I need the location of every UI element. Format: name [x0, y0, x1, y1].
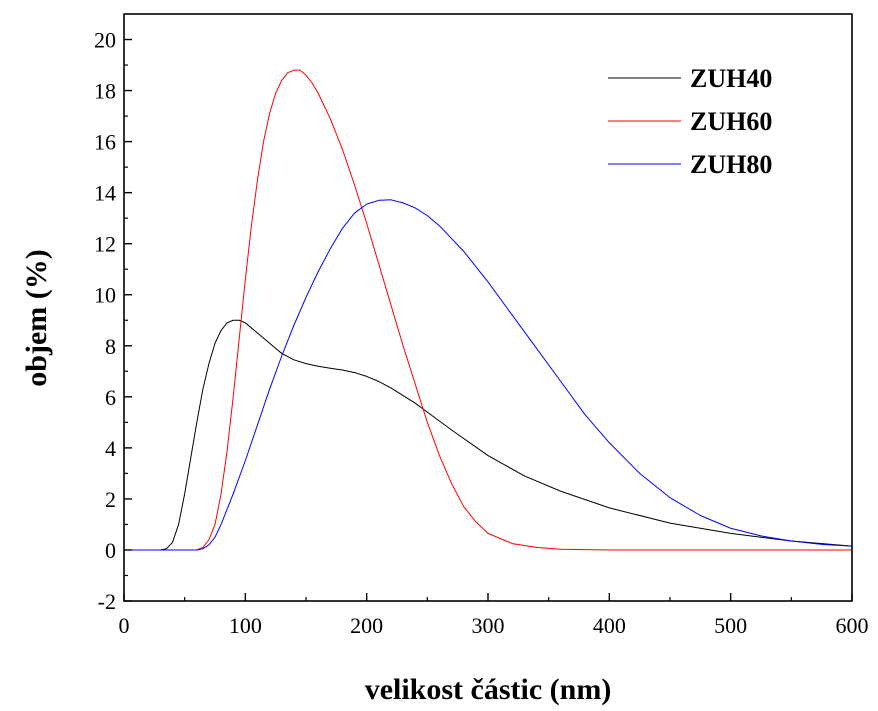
x-axis-title: velikost částic (nm) [365, 673, 612, 706]
series-line-zuh40 [124, 319, 853, 551]
y-tick-label: 14 [94, 181, 116, 206]
legend-label: ZUH80 [690, 150, 772, 179]
y-tick-label: 4 [105, 436, 116, 461]
x-tick-label: 500 [714, 613, 747, 638]
series-line-zuh80 [124, 199, 853, 551]
y-axis-title: objem (%) [20, 249, 53, 386]
y-tick-label: 8 [105, 334, 116, 359]
legend-label: ZUH40 [690, 64, 772, 93]
x-tick-label: 0 [119, 613, 130, 638]
y-tick-label: 12 [94, 232, 116, 257]
series-line-zuh60 [124, 69, 852, 551]
y-axis-ticks: -2 0 2 4 6 8 10 12 14 16 18 20 [94, 28, 132, 614]
y-tick-label: 16 [94, 130, 116, 155]
y-tick-label: -2 [98, 589, 116, 614]
y-tick-label: 20 [94, 28, 116, 53]
plot-lines [124, 69, 853, 551]
y-tick-label: 2 [105, 487, 116, 512]
x-axis-ticks: 0 100 200 300 400 500 600 [119, 593, 869, 638]
y-tick-label: 6 [105, 385, 116, 410]
legend-label: ZUH60 [690, 107, 772, 136]
x-tick-label: 300 [472, 613, 505, 638]
y-tick-label: 18 [94, 79, 116, 104]
y-tick-label: 10 [94, 283, 116, 308]
y-tick-label: 0 [105, 538, 116, 563]
x-tick-label: 400 [593, 613, 626, 638]
x-tick-label: 100 [229, 613, 262, 638]
x-tick-label: 200 [350, 613, 383, 638]
legend: ZUH40 ZUH60 ZUH80 [608, 64, 772, 179]
x-tick-label: 600 [836, 613, 869, 638]
